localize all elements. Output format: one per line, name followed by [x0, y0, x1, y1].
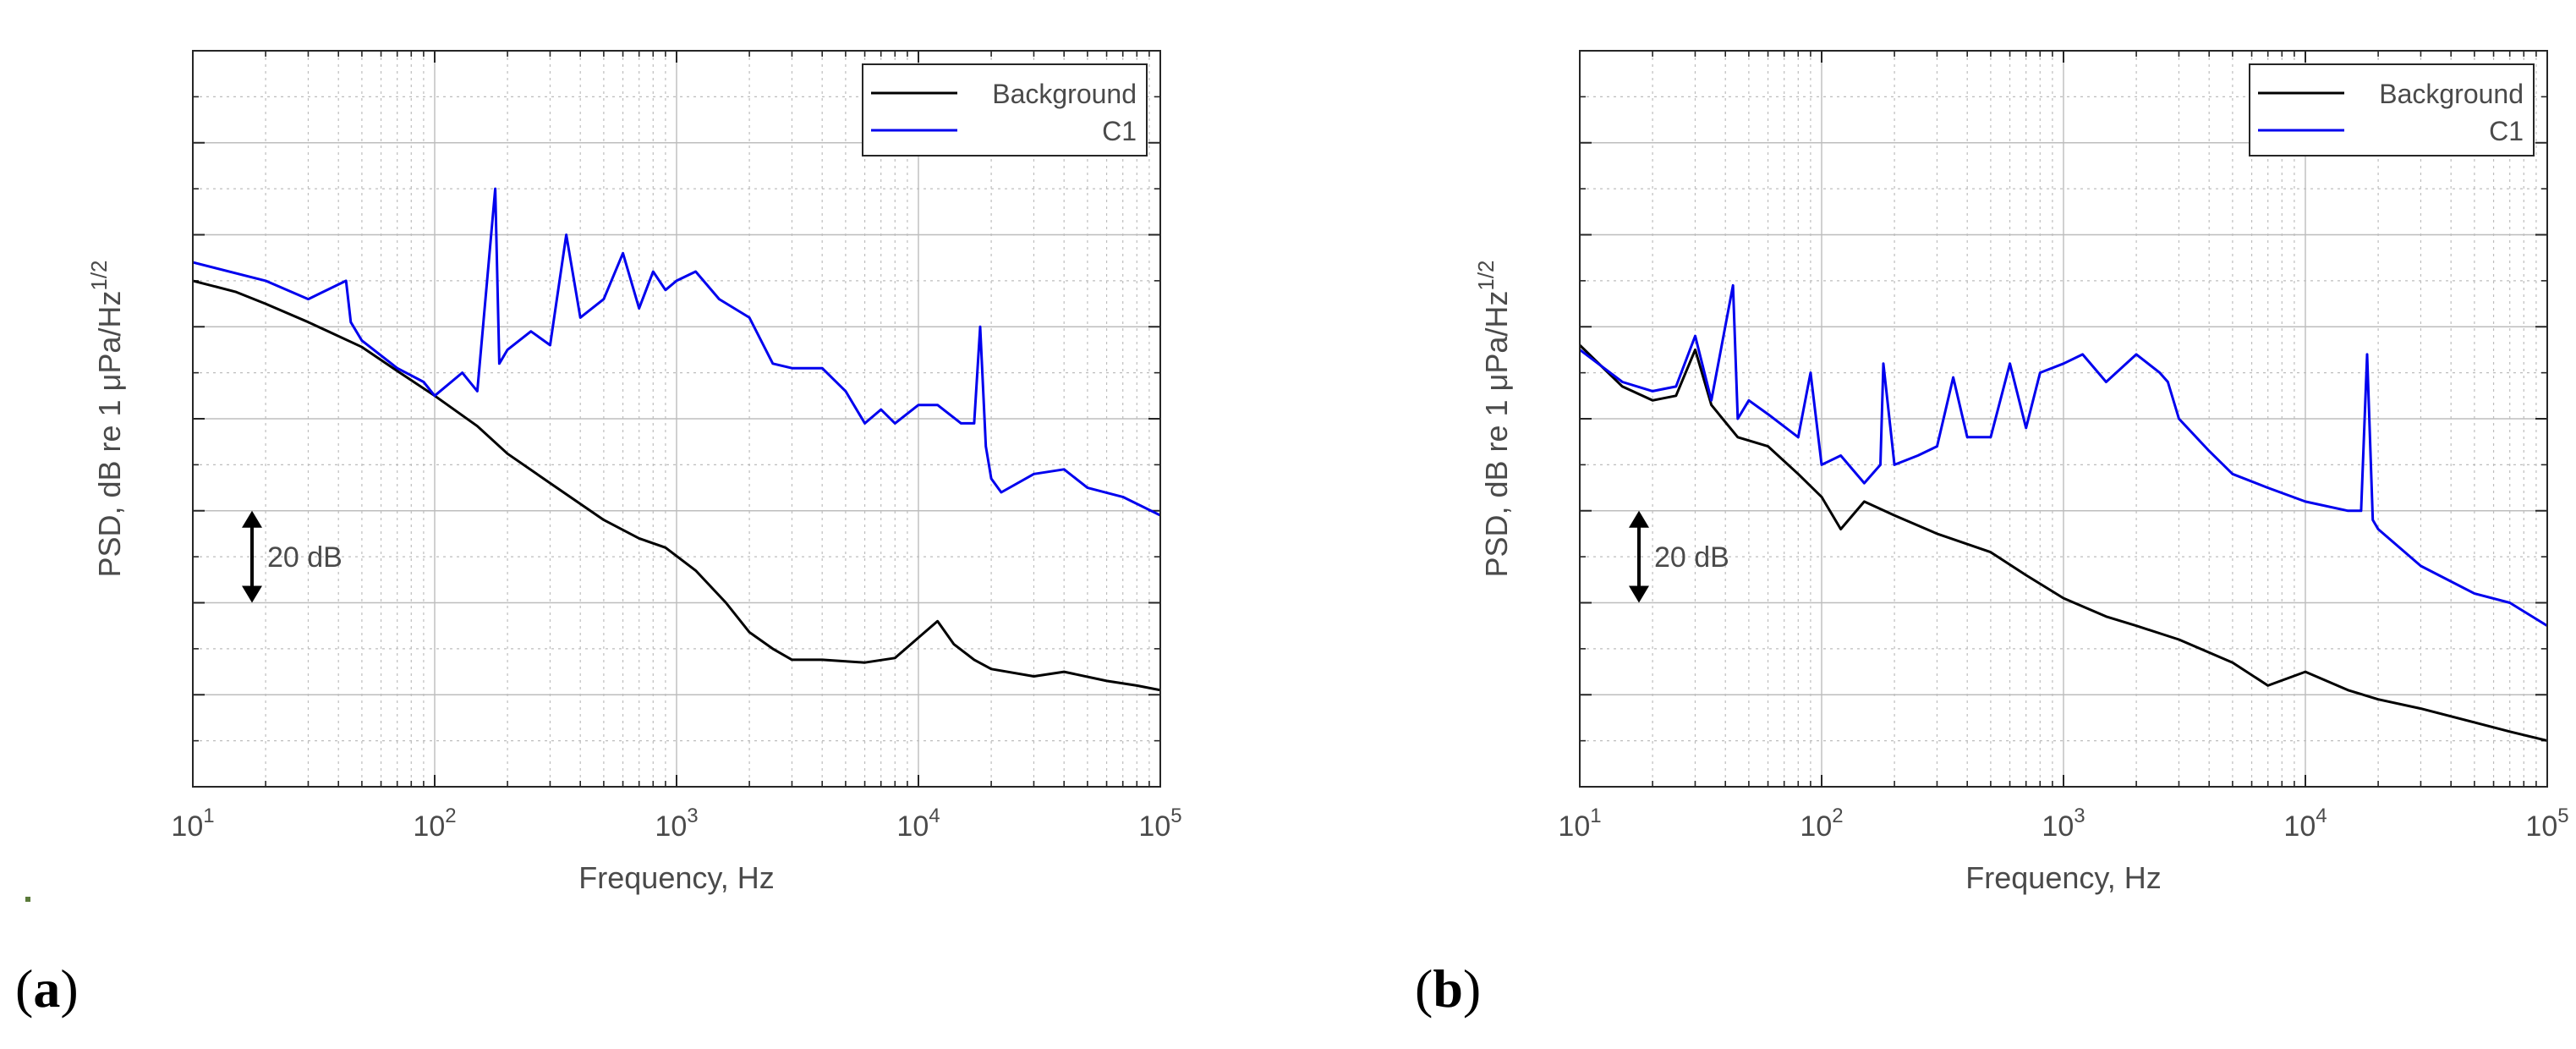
- y-axis-label: PSD, dB re 1 μPa/Hz1/2: [1473, 260, 1514, 577]
- stray-mark: [25, 897, 30, 902]
- x-tick-label: 104: [896, 805, 940, 843]
- x-tick-label: 103: [2042, 805, 2085, 843]
- x-axis-label: Frequency, Hz: [1965, 860, 2161, 895]
- scale-arrow-head-up: [1629, 510, 1649, 528]
- x-tick-label: 101: [171, 805, 214, 843]
- series-group: [1580, 283, 2547, 743]
- x-tick-label: 101: [1558, 805, 1601, 843]
- scale-arrow-head-up: [242, 510, 262, 528]
- legend: Background C1: [2249, 63, 2535, 157]
- panel-label: (a): [15, 958, 79, 1019]
- series-line-c1: [1580, 283, 2547, 627]
- scale-annotation: 20 dB: [1629, 510, 1729, 603]
- scale-label: 20 dB: [267, 541, 343, 574]
- series-group: [193, 187, 1160, 692]
- series-line-background: [193, 279, 1160, 692]
- axes-box: [192, 50, 1161, 788]
- scale-annotation: 20 dB: [242, 510, 343, 603]
- x-tick-label: 105: [2525, 805, 2568, 843]
- legend-box: [2249, 63, 2535, 157]
- panel-b: 101 102 103 104 105 Frequency, Hz PSD, dB re 1…: [1415, 50, 2569, 1019]
- x-tick-label: 102: [1800, 805, 1843, 843]
- series-line-background: [1580, 343, 2547, 743]
- legend-entry-background: Background: [2379, 79, 2524, 109]
- legend-entry-background: Background: [992, 79, 1137, 109]
- scale-label: 20 dB: [1654, 541, 1729, 574]
- legend-entry-c1: C1: [2489, 116, 2524, 146]
- scale-arrow-head-down: [242, 585, 262, 603]
- legend: Background C1: [862, 63, 1148, 157]
- y-axis-label: PSD, dB re 1 μPa/Hz1/2: [86, 260, 127, 577]
- x-tick-label: 102: [413, 805, 456, 843]
- axis-ticks: [192, 50, 1161, 788]
- panel-label: (b): [1415, 958, 1481, 1019]
- legend-box: [862, 63, 1148, 157]
- legend-entry-c1: C1: [1102, 116, 1137, 146]
- x-axis-label: Frequency, Hz: [578, 860, 774, 895]
- series-line-c1: [193, 187, 1160, 517]
- x-tick-label: 105: [1138, 805, 1181, 843]
- scale-arrow-head-down: [1629, 585, 1649, 603]
- panel-a: 101 102 103 104 105 Frequency, Hz PSD, dB re 1…: [15, 50, 1182, 1019]
- x-tick-label: 103: [655, 805, 698, 843]
- x-tick-label: 104: [2283, 805, 2327, 843]
- axes-box: [1579, 50, 2548, 788]
